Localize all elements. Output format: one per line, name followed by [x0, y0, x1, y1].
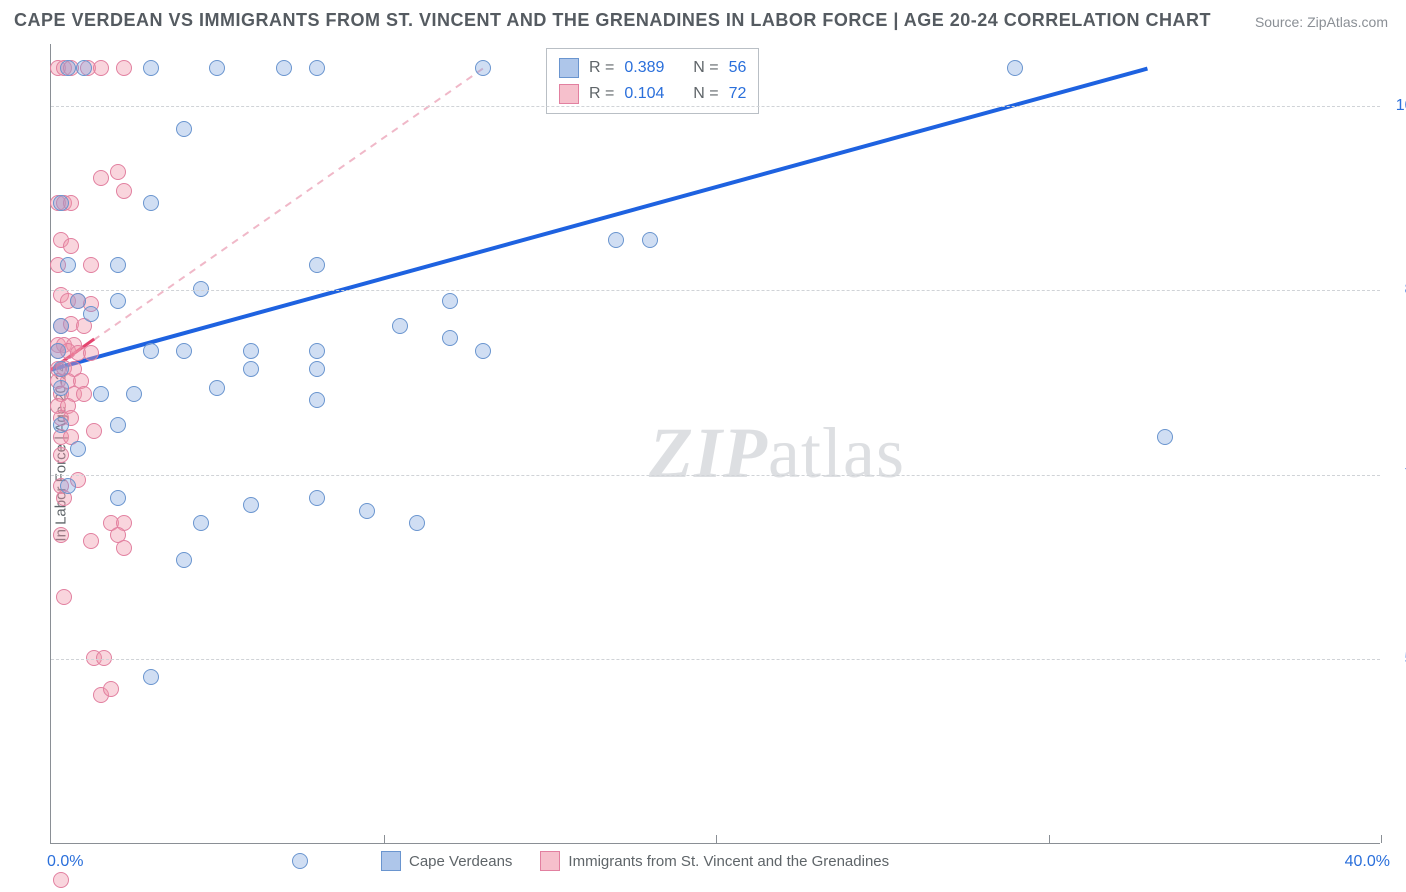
data-point [309, 361, 325, 377]
data-point [83, 306, 99, 322]
data-point [126, 386, 142, 402]
gridline [51, 475, 1380, 476]
data-point [103, 681, 119, 697]
data-point [83, 345, 99, 361]
data-point [53, 527, 69, 543]
data-point [292, 853, 308, 869]
r-n-legend: R = 0.389 N = 56 R = 0.104 N = 72 [546, 48, 759, 114]
data-point [83, 257, 99, 273]
data-point [243, 361, 259, 377]
data-point [70, 293, 86, 309]
data-point [53, 417, 69, 433]
data-point [116, 183, 132, 199]
data-point [143, 669, 159, 685]
data-point [1007, 60, 1023, 76]
data-point [409, 515, 425, 531]
data-point [93, 386, 109, 402]
legend-label-pink: Immigrants from St. Vincent and the Gren… [568, 853, 889, 870]
data-point [475, 60, 491, 76]
data-point [442, 293, 458, 309]
swatch-pink-icon [559, 84, 579, 104]
data-point [53, 447, 69, 463]
swatch-blue-icon [559, 58, 579, 78]
plot-area: In Labor Force | Age 20-24 ZIPatlas R = … [50, 44, 1380, 844]
data-point [110, 257, 126, 273]
data-point [143, 343, 159, 359]
swatch-blue-icon [381, 851, 401, 871]
data-point [392, 318, 408, 334]
data-point [243, 343, 259, 359]
gridline [51, 106, 1380, 107]
gridline [51, 290, 1380, 291]
x-tick-low: 0.0% [47, 853, 83, 871]
data-point [53, 361, 69, 377]
y-tick-label: 85.0% [1390, 281, 1406, 299]
x-tick [1381, 835, 1382, 843]
data-point [116, 60, 132, 76]
data-point [76, 60, 92, 76]
y-tick-label: 55.0% [1390, 650, 1406, 668]
data-point [86, 423, 102, 439]
data-point [56, 589, 72, 605]
data-point [1157, 429, 1173, 445]
data-point [110, 164, 126, 180]
data-point [53, 872, 69, 888]
source-label: Source: ZipAtlas.com [1255, 14, 1388, 30]
gridline [51, 659, 1380, 660]
data-point [309, 490, 325, 506]
data-point [60, 257, 76, 273]
data-point [309, 257, 325, 273]
data-point [608, 232, 624, 248]
data-point [63, 238, 79, 254]
data-point [70, 441, 86, 457]
data-point [209, 380, 225, 396]
data-point [110, 490, 126, 506]
data-point [209, 60, 225, 76]
data-point [93, 60, 109, 76]
data-point [176, 552, 192, 568]
series-legend: Cape Verdeans Immigrants from St. Vincen… [381, 851, 889, 871]
data-point [53, 195, 69, 211]
data-point [93, 170, 109, 186]
data-point [176, 343, 192, 359]
chart-title: CAPE VERDEAN VS IMMIGRANTS FROM ST. VINC… [14, 10, 1211, 31]
data-point [76, 386, 92, 402]
data-point [193, 515, 209, 531]
data-point [359, 503, 375, 519]
data-point [83, 533, 99, 549]
data-point [442, 330, 458, 346]
data-point [60, 478, 76, 494]
data-point [143, 195, 159, 211]
data-point [53, 318, 69, 334]
x-tick [384, 835, 385, 843]
data-point [475, 343, 491, 359]
data-point [53, 380, 69, 396]
data-point [309, 343, 325, 359]
data-point [309, 60, 325, 76]
trend-lines [51, 44, 1380, 843]
data-point [143, 60, 159, 76]
x-tick [1049, 835, 1050, 843]
x-tick-high: 40.0% [1345, 853, 1390, 871]
data-point [309, 392, 325, 408]
x-tick [716, 835, 717, 843]
data-point [116, 540, 132, 556]
data-point [50, 343, 66, 359]
data-point [110, 293, 126, 309]
y-tick-label: 70.0% [1390, 466, 1406, 484]
data-point [110, 417, 126, 433]
legend-label-blue: Cape Verdeans [409, 853, 512, 870]
data-point [60, 60, 76, 76]
data-point [176, 121, 192, 137]
data-point [642, 232, 658, 248]
data-point [243, 497, 259, 513]
y-tick-label: 100.0% [1390, 97, 1406, 115]
swatch-pink-icon [540, 851, 560, 871]
data-point [276, 60, 292, 76]
